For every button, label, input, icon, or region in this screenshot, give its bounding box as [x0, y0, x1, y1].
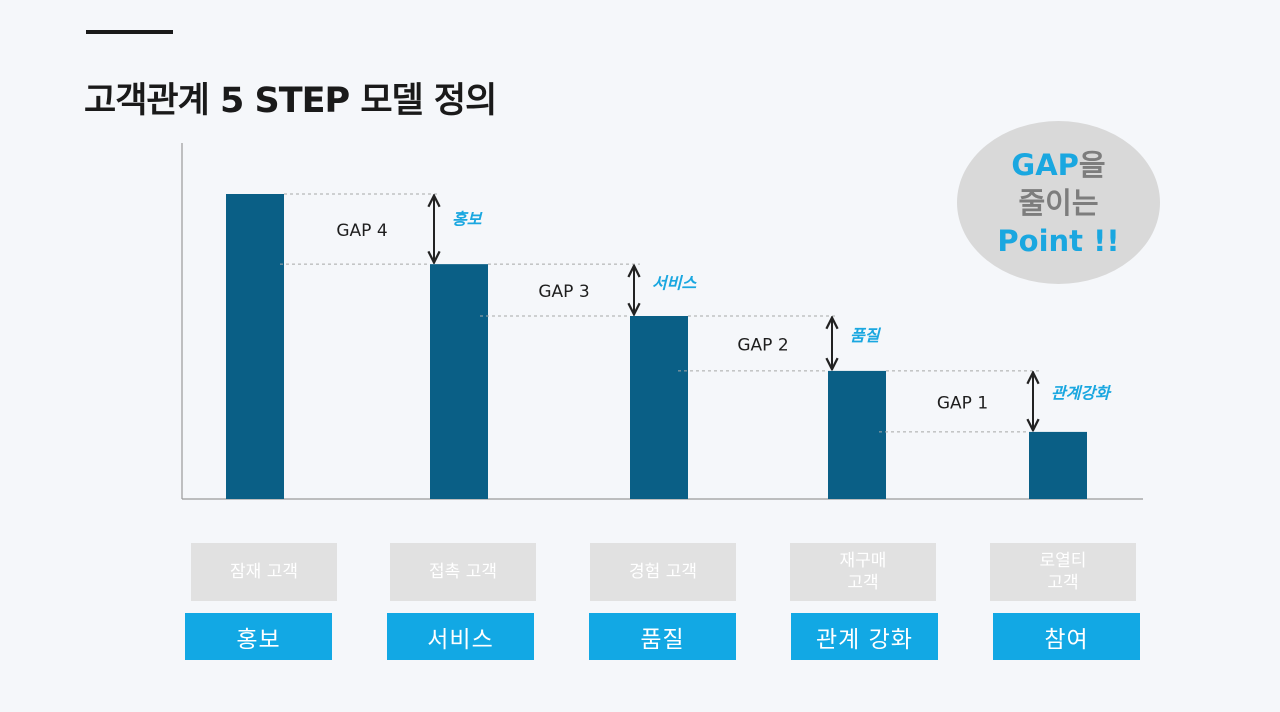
- strategy-box-relationship: 관계 강화: [791, 613, 938, 660]
- bar-1: [226, 194, 284, 499]
- gap-label-3: GAP 2: [737, 335, 788, 355]
- badge-line-1: GAP을: [1011, 146, 1105, 184]
- gap-action-4: 관계강화: [1051, 383, 1112, 402]
- strategy-box-service: 서비스: [387, 613, 534, 660]
- badge-gap-word: GAP: [1011, 147, 1079, 182]
- strategy-box-quality: 품질: [589, 613, 736, 660]
- bar-4: [828, 370, 886, 499]
- gap-label-2: GAP 3: [538, 282, 589, 302]
- title-accent-rule: [86, 30, 173, 34]
- stage-box-loyalty: 로열티 고객: [990, 543, 1136, 601]
- bar-2: [430, 264, 488, 499]
- page-title: 고객관계 5 STEP 모델 정의: [84, 81, 497, 121]
- gap-action-1: 홍보: [452, 210, 483, 229]
- gap-label-1: GAP 4: [336, 221, 387, 241]
- point-badge: GAP을 줄이는 Point !!: [957, 121, 1160, 284]
- badge-line-3: Point !!: [997, 223, 1120, 258]
- stage-box-repurchase: 재구매 고객: [790, 543, 936, 601]
- bar-3: [630, 316, 688, 499]
- gap-action-3: 품질: [850, 326, 882, 345]
- strategy-box-promotion: 홍보: [185, 613, 332, 660]
- stage-box-latent: 잠재 고객: [191, 543, 337, 601]
- strategy-box-participation: 참여: [993, 613, 1140, 660]
- gap-label-4: GAP 1: [937, 393, 988, 413]
- gap-action-2: 서비스: [652, 273, 697, 292]
- bar-5: [1029, 431, 1087, 499]
- badge-particle: 을: [1078, 147, 1106, 182]
- stage-box-experience: 경험 고객: [590, 543, 736, 601]
- badge-line-2: 줄이는: [1018, 185, 1099, 220]
- stage-box-contact: 접촉 고객: [390, 543, 536, 601]
